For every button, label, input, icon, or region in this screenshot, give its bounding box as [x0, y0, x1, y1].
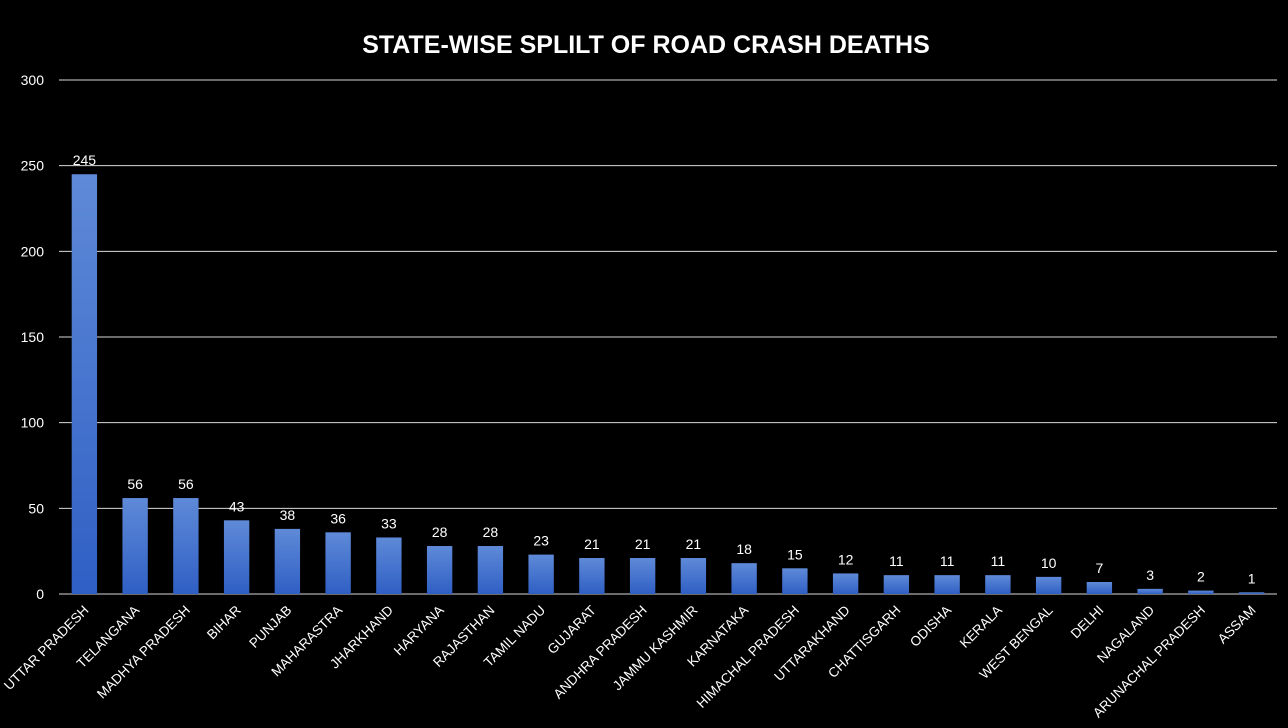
bar	[680, 558, 707, 594]
data-label: 11	[991, 553, 1006, 569]
bar	[274, 528, 301, 594]
y-tick-label: 200	[21, 243, 45, 259]
data-label: 10	[1041, 555, 1057, 571]
x-tick-label: GUJARAT	[545, 603, 599, 657]
data-label: 23	[533, 533, 549, 549]
y-tick-label: 300	[21, 72, 45, 88]
data-label: 3	[1146, 567, 1154, 583]
bar	[376, 537, 402, 594]
bar	[1188, 590, 1214, 594]
data-label: 28	[483, 524, 499, 540]
bar	[528, 554, 554, 594]
x-tick-label: DELHI	[1068, 603, 1107, 642]
bar	[629, 558, 656, 594]
bar	[1137, 588, 1163, 594]
data-label: 36	[330, 510, 346, 526]
x-tick-label: ASSAM	[1215, 603, 1259, 647]
x-tick-label: ANDHRA PRADESH	[551, 603, 650, 702]
bar	[1035, 576, 1062, 594]
bars	[71, 174, 1265, 594]
gridlines	[59, 79, 1277, 595]
bar	[883, 575, 910, 594]
data-label: 11	[940, 553, 955, 569]
data-label: 11	[889, 553, 904, 569]
data-label: 38	[280, 507, 296, 523]
chart-title: STATE-WISE SPLILT OF ROAD CRASH DEATHS	[362, 31, 930, 59]
y-tick-label: 150	[21, 329, 45, 345]
bar	[579, 558, 605, 594]
y-tick-label: 100	[21, 415, 45, 431]
data-label: 33	[381, 515, 397, 531]
x-tick-label: BIHAR	[204, 602, 244, 642]
x-tick-label: MADHYA PRADESH	[94, 603, 193, 702]
bar	[122, 498, 148, 594]
data-label: 56	[178, 476, 194, 492]
bar	[477, 546, 504, 594]
x-tick-label: ODISHA	[907, 603, 954, 650]
data-label: 18	[736, 541, 752, 557]
x-tick-label: HIMACHAL PRADESH	[694, 603, 802, 711]
bar	[173, 498, 199, 594]
x-tick-label: UTTAR PRADESH	[1, 603, 92, 694]
data-label: 21	[686, 536, 702, 552]
bar	[782, 568, 808, 594]
bar	[325, 532, 351, 594]
data-label: 28	[432, 524, 448, 540]
bar	[832, 573, 859, 594]
y-tick-label: 0	[36, 586, 44, 602]
bar	[71, 174, 98, 594]
data-label: 7	[1095, 560, 1103, 576]
data-label: 15	[787, 546, 803, 562]
x-tick-label: PUNJAB	[246, 603, 294, 651]
bar	[934, 575, 960, 594]
bar	[1238, 592, 1265, 594]
bar	[426, 546, 453, 594]
data-label: 12	[838, 551, 854, 567]
x-tick-label: KERALA	[957, 603, 1005, 651]
bar	[223, 520, 250, 594]
data-label: 21	[635, 536, 651, 552]
data-label: 43	[229, 498, 245, 514]
x-tick-label: JAMMU KASHMIR	[610, 602, 701, 693]
y-tick-label: 50	[28, 500, 44, 516]
y-axis-tick-labels: 0 50 100 150 200 250 300	[21, 72, 45, 602]
data-label: 1	[1248, 570, 1256, 586]
y-tick-label: 250	[21, 158, 45, 174]
data-label: 2	[1197, 569, 1205, 585]
bar	[985, 575, 1011, 594]
data-label: 245	[73, 152, 97, 168]
bar	[1086, 582, 1113, 594]
bar	[731, 563, 757, 594]
data-label: 21	[584, 536, 600, 552]
data-label: 56	[127, 476, 143, 492]
